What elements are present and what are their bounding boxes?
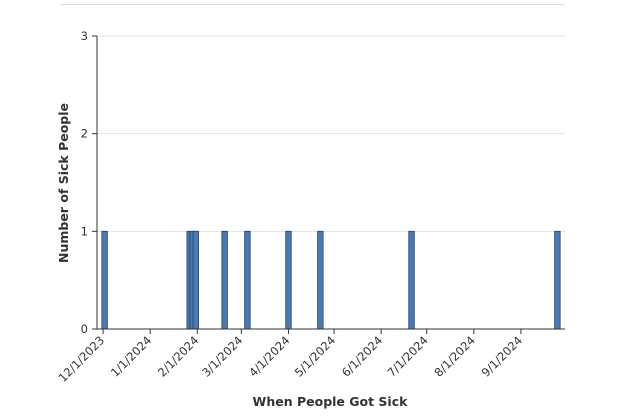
x-tick-label: 6/1/2024 xyxy=(339,333,385,379)
title-remnant xyxy=(60,4,565,5)
x-tick-label: 5/1/2024 xyxy=(292,333,338,379)
x-tick-label: 3/1/2024 xyxy=(199,333,245,379)
bar xyxy=(101,230,108,330)
y-tick-label: 3 xyxy=(81,29,88,43)
bar xyxy=(317,230,324,330)
x-tick-label: 1/1/2024 xyxy=(108,333,154,379)
axes xyxy=(92,35,565,334)
bar xyxy=(244,230,251,330)
x-tick-label: 12/1/2023 xyxy=(56,333,108,385)
bar xyxy=(285,230,292,330)
x-tick-label: 8/1/2024 xyxy=(432,333,478,379)
y-tick-label: 0 xyxy=(81,322,88,336)
y-gridlines xyxy=(97,35,565,232)
title-underline xyxy=(60,4,565,5)
bar xyxy=(192,230,199,330)
y-tick-label: 2 xyxy=(81,127,88,141)
bar xyxy=(554,230,561,330)
x-tick-label: 2/1/2024 xyxy=(155,333,201,379)
x-axis-title: When People Got Sick xyxy=(253,394,409,409)
x-tick-label: 4/1/2024 xyxy=(246,333,292,379)
y-tick-labels: 0 1 2 3 xyxy=(81,29,88,336)
x-tick-label: 9/1/2024 xyxy=(479,333,525,379)
bar xyxy=(221,230,228,330)
y-axis-title: Number of Sick People xyxy=(56,103,71,263)
bars xyxy=(101,230,561,330)
x-tick-label: 7/1/2024 xyxy=(384,333,430,379)
y-tick-label: 1 xyxy=(81,224,88,238)
bar xyxy=(408,230,415,330)
